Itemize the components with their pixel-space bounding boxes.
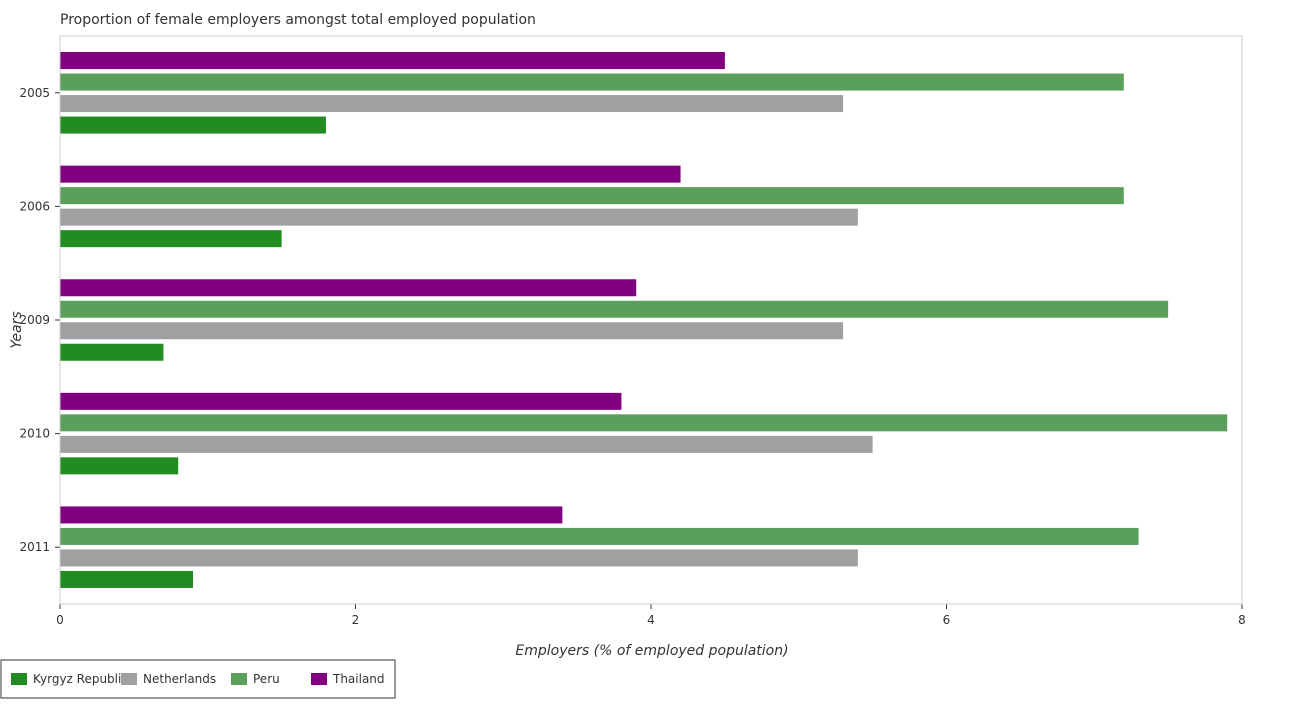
bar <box>60 73 1124 91</box>
bar <box>60 527 1139 545</box>
bar <box>60 414 1228 432</box>
bar <box>60 392 622 410</box>
bar <box>60 549 858 567</box>
x-tick-label: 6 <box>943 613 951 627</box>
bar <box>60 435 873 453</box>
y-tick-label: 2005 <box>19 86 50 100</box>
legend-label: Kyrgyz Republic <box>33 672 128 686</box>
bar <box>60 570 193 588</box>
bar <box>60 322 844 340</box>
bar <box>60 506 563 524</box>
bars <box>60 52 1228 588</box>
x-axis-label: Employers (% of employed population) <box>515 643 788 659</box>
y-axis-label: Years <box>9 311 25 348</box>
legend-label: Netherlands <box>143 672 216 686</box>
bar <box>60 52 725 70</box>
y-tick-label: 2009 <box>19 313 50 327</box>
x-tick-label: 2 <box>352 613 360 627</box>
legend-label: Peru <box>253 672 280 686</box>
y-tick-label: 2006 <box>19 199 50 213</box>
bar <box>60 165 681 183</box>
bar <box>60 457 179 475</box>
bar <box>60 230 282 248</box>
legend-label: Thailand <box>332 672 385 686</box>
legend-box <box>0 659 396 699</box>
legend-swatch <box>11 673 27 685</box>
chart-title: Proportion of female employers amongst t… <box>60 12 536 28</box>
bar <box>60 279 637 297</box>
legend-swatch <box>231 673 247 685</box>
bar <box>60 208 858 226</box>
y-tick-label: 2010 <box>19 427 50 441</box>
x-tick-label: 0 <box>56 613 64 627</box>
bar <box>60 343 164 361</box>
bar <box>60 300 1169 318</box>
legend: Kyrgyz Republic Netherlands Peru Thailand <box>0 659 396 699</box>
bar <box>60 116 326 134</box>
y-axis: 2005 2006 2009 2010 2011 <box>19 86 60 554</box>
x-axis: 0 2 4 6 8 <box>56 604 1246 627</box>
legend-swatch <box>121 673 137 685</box>
legend-swatch <box>311 673 327 685</box>
bar <box>60 95 844 113</box>
x-tick-label: 4 <box>647 613 655 627</box>
y-tick-label: 2011 <box>19 540 50 554</box>
bar <box>60 187 1124 205</box>
x-tick-label: 8 <box>1238 613 1246 627</box>
plot-frame <box>59 35 1243 605</box>
